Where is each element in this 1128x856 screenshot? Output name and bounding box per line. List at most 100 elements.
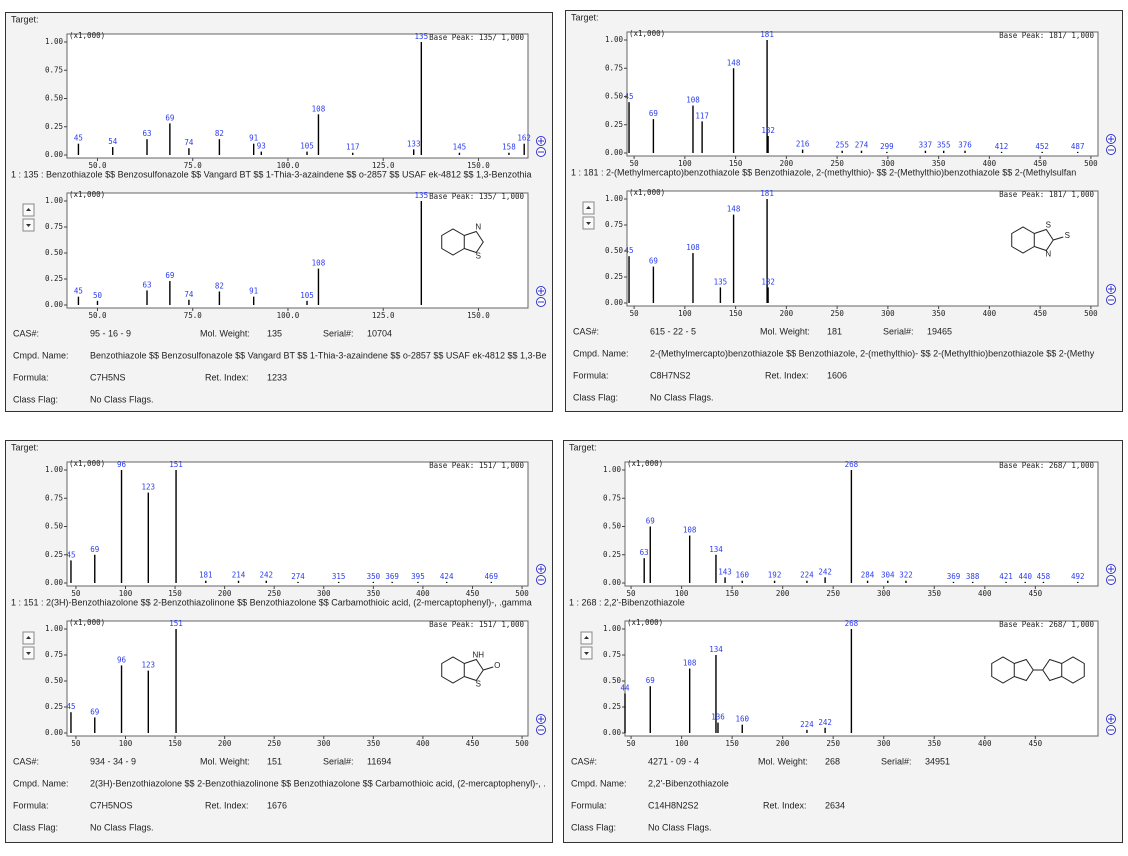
field-value: C7H5NS	[90, 372, 126, 382]
peak-label: 395	[411, 572, 425, 581]
x-tick-label: 500	[1084, 159, 1098, 168]
peak-label: 369	[385, 572, 399, 581]
field-value: 1233	[267, 372, 287, 382]
base-peak: Base Peak: 151/ 1,000	[429, 620, 524, 629]
x-tick-label: 125.0	[372, 161, 395, 170]
x-tick-label: 350	[932, 309, 946, 318]
x-tick-label: 450	[466, 589, 480, 598]
hit-line: 1 : 135 : Benzothiazole $$ Benzosulfonaz…	[11, 169, 532, 179]
hit-line: 1 : 151 : 2(3H)-Benzothiazolone $$ 2-Ben…	[11, 597, 532, 607]
field-label: Ret. Index:	[205, 372, 249, 382]
x-tick-label: 500	[515, 739, 529, 748]
structure-ring	[1014, 658, 1034, 682]
peak-label: 452	[1035, 142, 1049, 151]
scroll-arrow	[26, 652, 31, 655]
x-tick-label: 400	[416, 739, 430, 748]
plot-area	[626, 190, 1099, 307]
peak-label: 69	[165, 113, 174, 122]
x-tick-label: 350	[367, 739, 381, 748]
structure-atom: O	[494, 661, 500, 670]
field-label: Serial#:	[881, 756, 912, 766]
x-tick-label: 200	[776, 589, 790, 598]
x-tick-label: 50	[630, 159, 640, 168]
peak-label: 91	[249, 134, 258, 143]
y-tick-label: 1.00	[605, 194, 624, 203]
x-tick-label: 300	[877, 739, 891, 748]
y-tick-label: 1.00	[45, 465, 64, 474]
result-panel: Target: (x1,000) Base Peak: 135/ 1,000 0.00…	[5, 12, 553, 412]
scroll-arrow	[26, 224, 31, 227]
peak-label: 148	[727, 58, 741, 67]
x-tick-label: 450	[1033, 159, 1047, 168]
x-tick-label: 400	[978, 589, 992, 598]
peak-label: 192	[768, 571, 782, 580]
field-label: CAS#:	[573, 326, 599, 336]
x-tick-label: 75.0	[184, 311, 203, 320]
peak-label: 63	[640, 548, 649, 557]
field-label: Mol. Weight:	[200, 756, 250, 766]
x-tick-label: 350	[927, 589, 941, 598]
y-tick-label: 1.00	[45, 624, 64, 633]
scroll-arrow	[586, 206, 591, 209]
base-peak: Base Peak: 135/ 1,000	[429, 33, 524, 42]
peak-label: 388	[966, 572, 980, 581]
peak-label: 376	[958, 141, 972, 150]
field-label: Mol. Weight:	[200, 328, 250, 338]
x-tick-label: 200	[776, 739, 790, 748]
result-panel: Target: (x1,000) Base Peak: 151/ 1,000 0.00…	[5, 440, 553, 843]
y-tick-label: 0.75	[605, 63, 623, 72]
base-peak: Base Peak: 181/ 1,000	[999, 190, 1094, 199]
structure-atom: NH	[472, 651, 484, 660]
structure-ring	[464, 230, 484, 254]
peak-label: 96	[117, 460, 127, 469]
hit-line: 1 : 268 : 2,2'-Bibenzothiazole	[569, 597, 685, 607]
peak-label: 242	[818, 567, 832, 576]
peak-label: 181	[760, 30, 774, 39]
x-tick-label: 150.0	[467, 161, 490, 170]
peak-label: 255	[835, 141, 849, 150]
target-label: Target:	[569, 442, 597, 452]
peak-label: 69	[90, 545, 99, 554]
x-tick-label: 150.0	[467, 311, 490, 320]
structure-bond	[1053, 236, 1064, 241]
peak-label: 487	[1071, 142, 1085, 151]
x-tick-label: 50	[71, 589, 81, 598]
peak-label: 355	[937, 141, 951, 150]
peak-label: 135	[415, 32, 429, 41]
y-tick-label: 1.00	[603, 465, 622, 474]
x-tick-label: 100	[675, 739, 689, 748]
y-tick-label: 0.75	[605, 220, 623, 229]
x-tick-label: 100	[675, 589, 689, 598]
x-tick-label: 450	[1033, 309, 1047, 318]
y-tick-label: 0.00	[45, 300, 64, 309]
peak-label: 304	[881, 571, 895, 580]
field-value: 2(3H)-Benzothiazolone $$ 2-Benzothiazoli…	[90, 778, 546, 788]
y-tick-label: 0.50	[45, 522, 64, 531]
peak-label: 108	[683, 526, 697, 535]
field-label: Class Flag:	[571, 822, 616, 832]
x-tick-label: 500	[515, 589, 529, 598]
structure-atom: S	[476, 680, 481, 689]
target-label: Target:	[11, 442, 39, 452]
peak-label: 440	[1018, 572, 1032, 581]
peak-label: 69	[646, 517, 655, 526]
peak-label: 242	[259, 571, 273, 580]
peak-label: 315	[332, 572, 346, 581]
structure-ring	[1011, 226, 1035, 254]
peak-label: 123	[142, 661, 156, 670]
scale-note: (x1,000)	[627, 618, 663, 627]
peak-label: 322	[899, 571, 913, 580]
x-tick-label: 150	[725, 589, 739, 598]
field-value: 2-(Methylmercapto)benzothiazole $$ Benzo…	[650, 348, 1095, 358]
scale-note: (x1,000)	[69, 459, 105, 468]
scroll-arrow	[584, 636, 589, 639]
peak-label: 268	[845, 619, 859, 628]
peak-label: 108	[312, 104, 326, 113]
y-tick-label: 0.25	[45, 122, 63, 131]
field-value: 11694	[367, 756, 391, 766]
result-panel: Target: (x1,000) Base Peak: 181/ 1,000 0.00…	[565, 10, 1123, 412]
peak-label: 69	[649, 257, 658, 266]
y-tick-label: 0.00	[45, 578, 64, 587]
